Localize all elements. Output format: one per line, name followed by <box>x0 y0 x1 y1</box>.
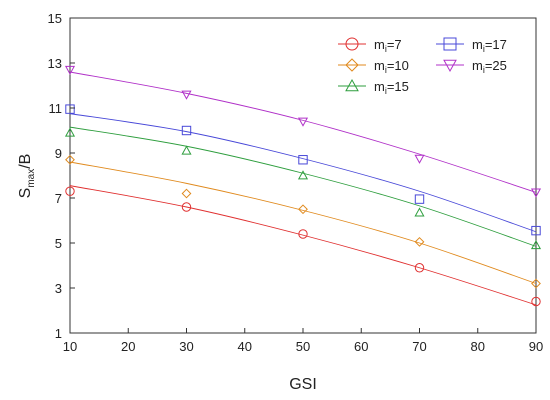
y-tick-label: 7 <box>55 191 62 206</box>
data-point <box>298 229 308 239</box>
plot-frame <box>69 17 537 334</box>
series-fit-line <box>69 161 537 284</box>
data-point <box>298 204 308 215</box>
data-point <box>530 240 542 250</box>
x-axis: 10 20 30 40 50 60 70 80 90 <box>63 328 543 354</box>
legend: mi=7 mi=10 mi=15 mi=17 mi=25 <box>338 37 507 96</box>
legend-marker <box>345 58 359 72</box>
legend-label: mi=15 <box>374 79 409 96</box>
y-axis-title-base: S <box>17 188 34 199</box>
x-tick-label: 80 <box>471 339 485 354</box>
series-fit-line <box>69 71 537 193</box>
x-tick-label: 40 <box>238 339 252 354</box>
data-point <box>181 202 192 212</box>
data-point <box>297 170 309 180</box>
data-point <box>181 90 192 100</box>
data-point <box>298 155 308 165</box>
x-tick-label: 70 <box>412 339 426 354</box>
legend-item: mi=17 <box>436 37 507 54</box>
fit-lines <box>69 71 537 306</box>
legend-label: mi=17 <box>472 37 507 54</box>
data-point <box>64 65 76 75</box>
x-tick-label: 20 <box>121 339 135 354</box>
series-fit-line <box>69 126 537 247</box>
data-point <box>531 278 541 289</box>
data-point <box>414 236 425 247</box>
data-point <box>65 154 75 165</box>
data-point <box>414 263 425 273</box>
series-fit-line <box>69 113 537 233</box>
legend-marker <box>443 59 457 73</box>
legend-item: mi=25 <box>436 58 507 75</box>
x-tick-label: 10 <box>63 339 77 354</box>
legend-marker <box>443 37 457 51</box>
x-tick-label: 90 <box>529 339 543 354</box>
y-axis-title: Smax/B <box>17 154 37 199</box>
data-point <box>414 207 425 217</box>
y-tick-label: 5 <box>55 236 62 251</box>
y-tick-label: 1 <box>55 326 62 341</box>
data-point <box>181 145 192 155</box>
y-tick-label: 11 <box>49 101 63 116</box>
legend-label: mi=10 <box>374 58 409 75</box>
data-point <box>531 225 541 236</box>
data-point <box>414 194 425 204</box>
y-axis-title-rest: /B <box>17 154 34 169</box>
data-point <box>414 154 425 164</box>
legend-marker <box>345 37 359 51</box>
legend-item: mi=7 <box>338 37 402 54</box>
series-fit-line <box>69 185 537 306</box>
x-axis-title: GSI <box>289 376 317 393</box>
data-point <box>64 127 76 137</box>
data-point <box>65 186 75 196</box>
data-markers <box>64 65 542 307</box>
data-point <box>181 188 192 199</box>
data-point <box>297 117 309 127</box>
legend-label: mi=25 <box>472 58 507 75</box>
legend-item: mi=15 <box>338 78 409 96</box>
legend-item: mi=10 <box>338 58 409 75</box>
y-tick-label: 13 <box>48 56 62 71</box>
data-point <box>530 188 542 198</box>
y-tick-label: 15 <box>48 11 62 26</box>
y-axis-title-sub: max <box>26 169 37 188</box>
data-point <box>65 104 75 114</box>
data-point <box>531 296 541 307</box>
x-tick-label: 30 <box>179 339 193 354</box>
data-point <box>181 125 192 136</box>
legend-label: mi=7 <box>374 37 402 54</box>
x-tick-label: 60 <box>354 339 368 354</box>
y-tick-label: 9 <box>55 146 62 161</box>
x-tick-label: 50 <box>296 339 310 354</box>
legend-marker <box>345 78 359 92</box>
y-tick-label: 3 <box>55 281 62 296</box>
